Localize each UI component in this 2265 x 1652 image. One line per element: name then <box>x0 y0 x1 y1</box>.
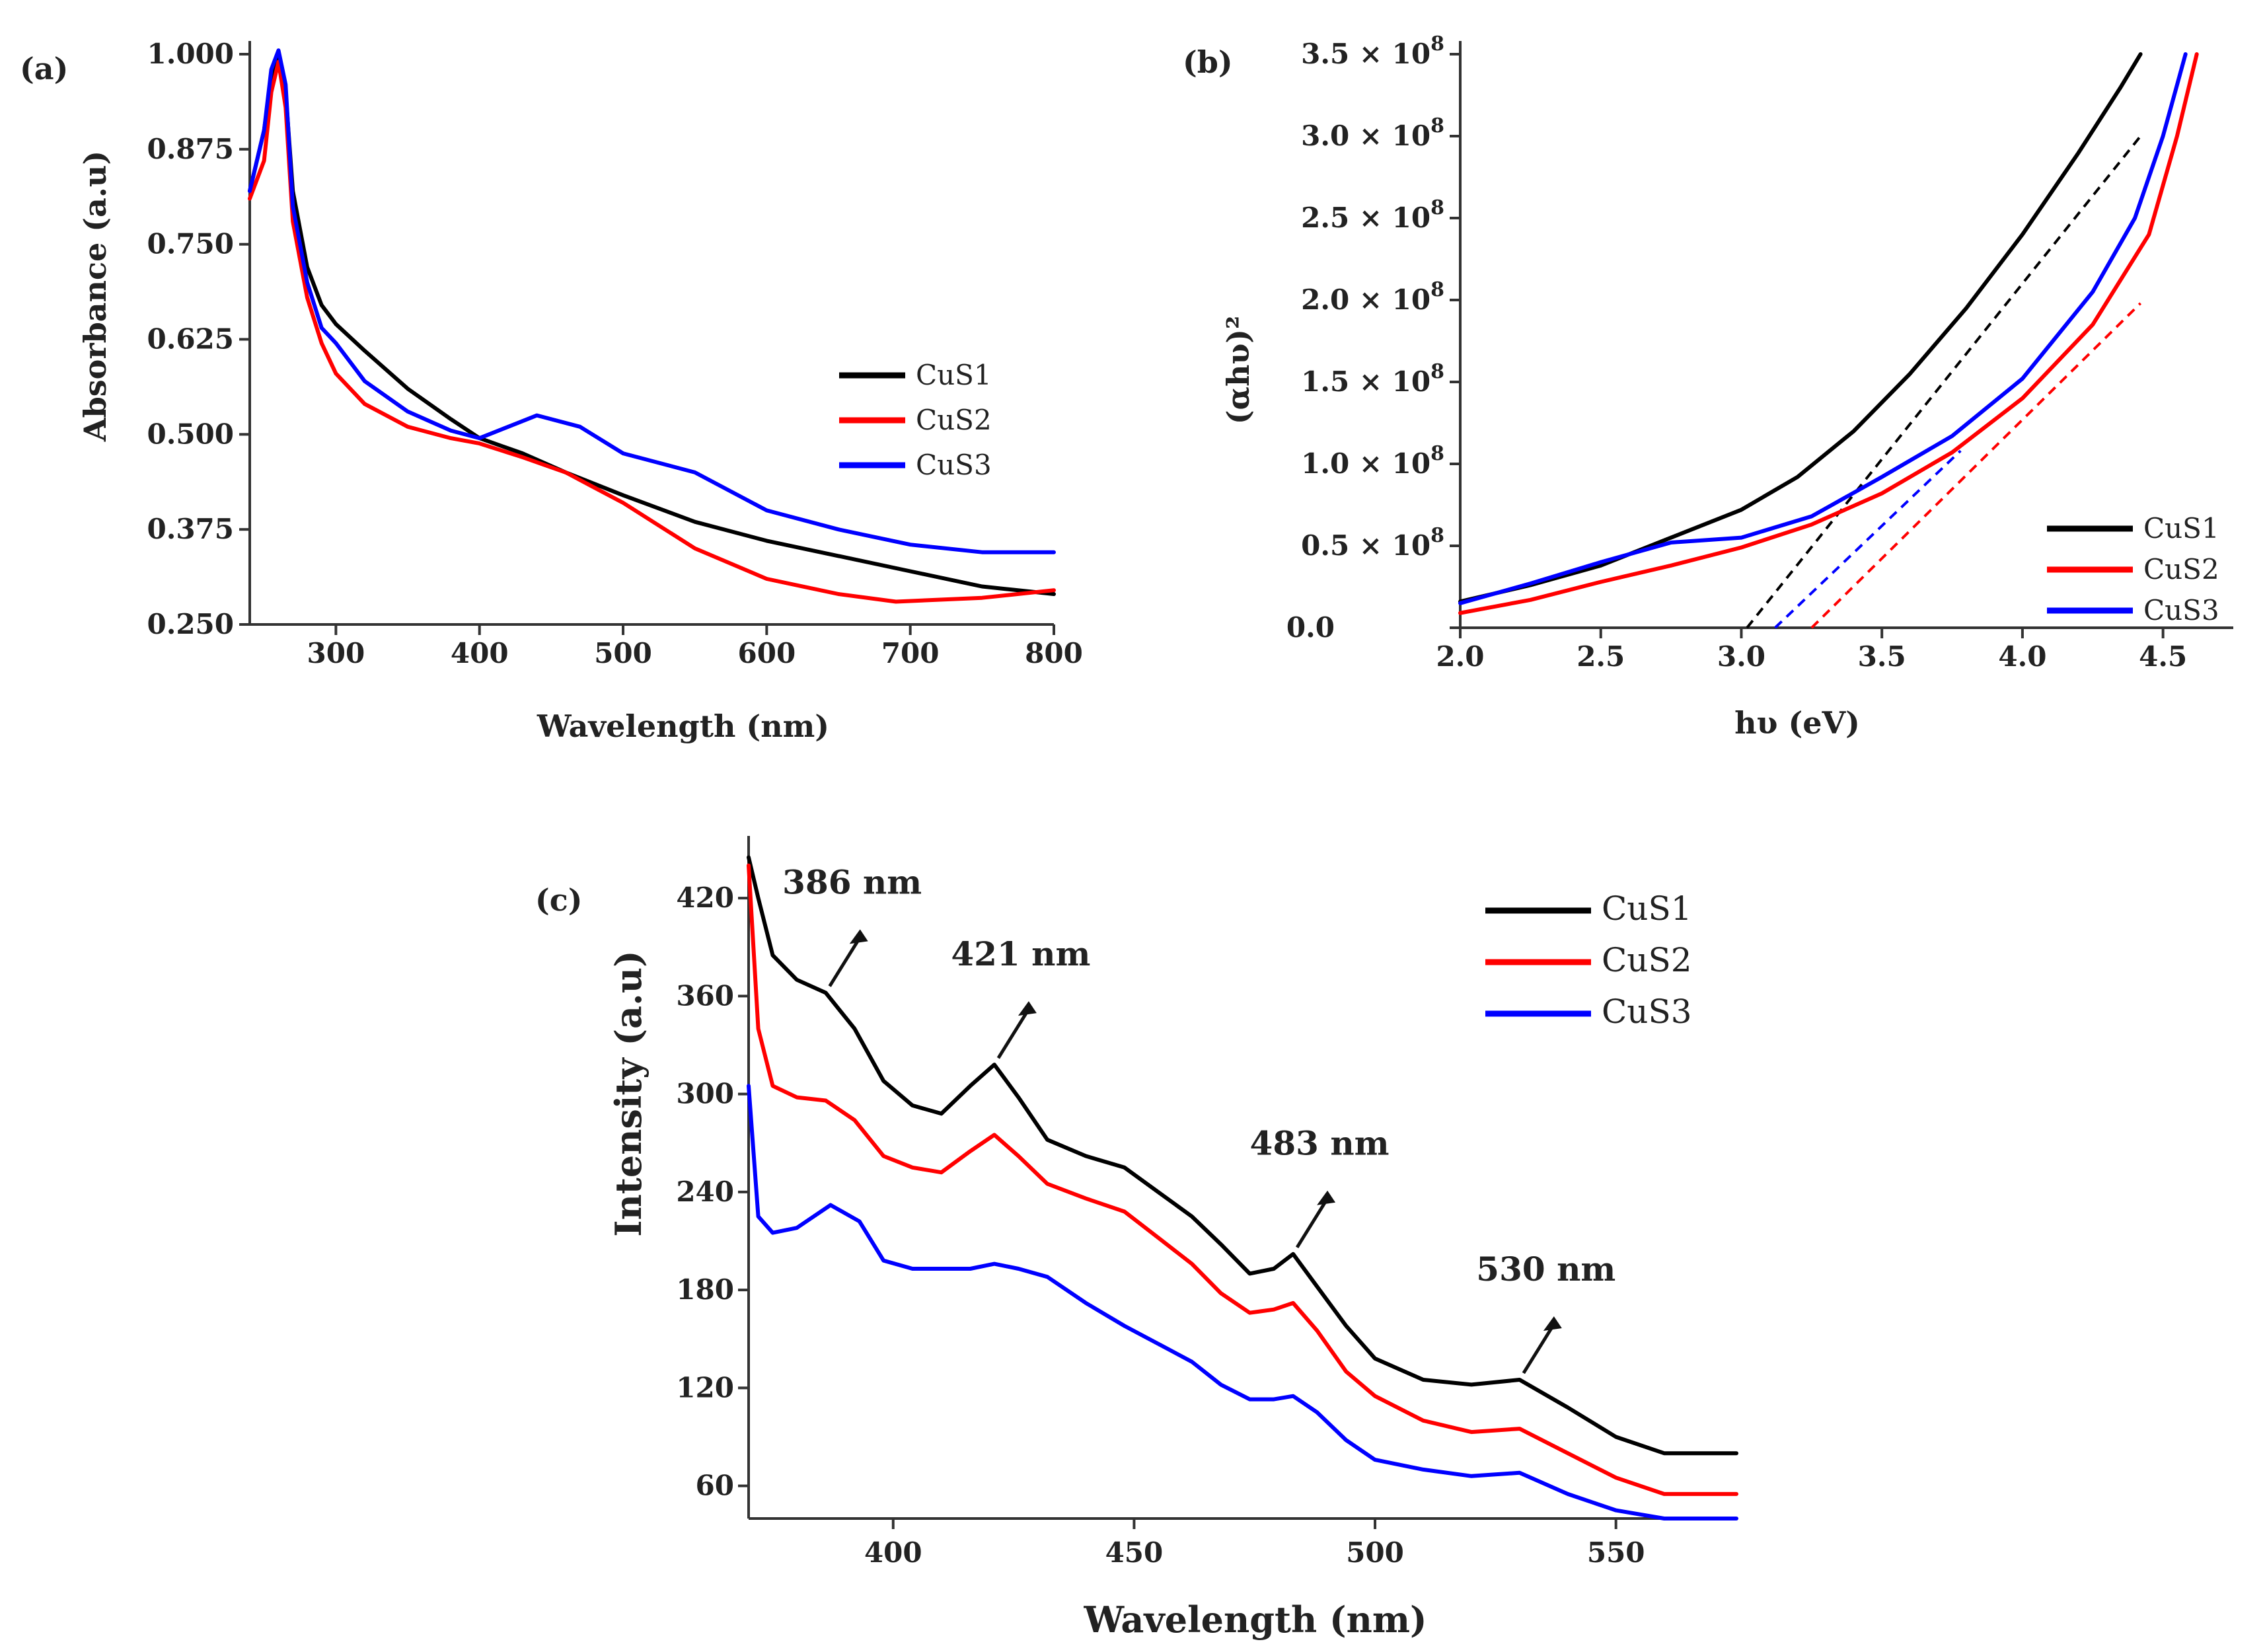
panel-a-x-tick-label: 300 <box>307 637 365 669</box>
panel-a-absorbance-chart: (a) Wavelength (nm) Absorbance (a.u) 300… <box>20 38 1083 744</box>
panel-b-y-tick-label: 2.5 × 108 <box>1301 196 1444 234</box>
panel-a-series-cus2 <box>248 59 1056 604</box>
panel-c-y-tick-label: 240 <box>676 1176 734 1208</box>
panel-c-peak-label: 386 nm <box>782 862 922 901</box>
panel-a-x-tick-label: 600 <box>738 637 796 669</box>
panel-c-y-tick-label: 420 <box>676 882 734 914</box>
panel-a-series-cus3 <box>248 48 1056 554</box>
panel-a-x-tick-label: 500 <box>594 637 652 669</box>
panel-c-annotation-arrow <box>1295 1197 1329 1249</box>
panel-a-legend-label-cus3: CuS3 <box>916 449 992 481</box>
panel-a-x-tick-label: 800 <box>1025 637 1083 669</box>
panel-b-x-tick-label: 2.5 <box>1577 640 1625 673</box>
panel-a-label: (a) <box>20 51 68 87</box>
panel-b-x-tick-label: 4.0 <box>1998 640 2046 673</box>
panel-b-y-tick-label: 1.5 × 108 <box>1301 360 1444 398</box>
panel-b-cus1-fit-line <box>1746 135 2142 629</box>
panel-c-legend-label-cus3: CuS3 <box>1602 993 1692 1031</box>
panel-c-series-cus1 <box>747 855 1738 1456</box>
panel-c-y-axis-title: Intensity (a.u) <box>607 950 650 1236</box>
panel-c-annotation-arrow <box>828 936 862 987</box>
panel-b-y-tick-label: 3.5 × 108 <box>1301 32 1444 70</box>
panel-c-x-tick-label: 550 <box>1587 1536 1645 1569</box>
panel-c-annotation-arrowhead <box>1543 1316 1562 1331</box>
panel-c-annotation-arrowhead <box>1018 1001 1037 1016</box>
panel-b-series-cus1 <box>1458 52 2143 604</box>
panel-c-y-tick-label: 180 <box>676 1273 734 1306</box>
panel-a-x-axis-title: Wavelength (nm) <box>537 708 829 744</box>
panel-b-x-axis-title: hυ (eV) <box>1734 705 1860 741</box>
panel-c-x-tick-label: 400 <box>864 1536 922 1569</box>
panel-a-x-tick-label: 400 <box>451 637 509 669</box>
panel-c-y-tick-label: 360 <box>676 979 734 1012</box>
panel-b-cus3-fit-line <box>1774 449 1962 629</box>
panel-c-x-tick-label: 450 <box>1105 1536 1164 1569</box>
panel-a-series-cus1 <box>248 52 1056 596</box>
panel-c-annotation-arrow <box>996 1008 1031 1059</box>
panel-a-y-axis-title: Absorbance (a.u) <box>77 151 113 442</box>
panel-b-legend-label-cus2: CuS2 <box>2143 553 2219 585</box>
panel-c-peak-label: 421 nm <box>951 934 1090 973</box>
panel-c-series-cus2 <box>747 863 1738 1496</box>
panel-b-x-tick-label: 2.0 <box>1436 640 1484 673</box>
panel-b-tauc-chart: (b) hυ (eV) (αhυ)² 2.0 2.5 3.0 3.5 4.0 4.5 0.0… <box>1183 32 2233 741</box>
panel-b-y-tick-label: 1.0 × 108 <box>1301 442 1444 480</box>
panel-a-y-tick-label: 0.750 <box>147 228 234 260</box>
panel-a-legend-label-cus2: CuS2 <box>916 404 992 436</box>
panel-c-peak-label: 530 nm <box>1476 1250 1615 1289</box>
panel-c-annotation-arrowhead <box>1317 1190 1336 1205</box>
panel-b-legend-label-cus1: CuS1 <box>2143 512 2219 544</box>
panel-b-y-axis-title: (αhυ)² <box>1220 316 1256 424</box>
panel-a-y-tick-label: 1.000 <box>147 38 234 70</box>
panel-a-x-tick-label: 700 <box>881 637 940 669</box>
panel-a-y-tick-label: 0.250 <box>147 608 234 640</box>
panel-c-annotation-arrow <box>1522 1323 1555 1374</box>
panel-b-cus2-fit-line <box>1810 302 2142 629</box>
panel-c-y-tick-label: 60 <box>696 1470 734 1502</box>
panel-b-y-tick-label: 2.0 × 108 <box>1301 278 1444 316</box>
panel-c-y-tick-label: 120 <box>676 1371 734 1404</box>
panel-b-x-tick-label: 3.5 <box>1858 640 1906 673</box>
panel-b-x-tick-label: 4.5 <box>2139 640 2187 673</box>
panel-c-pl-chart: (c) Wavelength (nm) Intensity (a.u) 400 4… <box>535 836 1738 1641</box>
panel-a-y-tick-label: 0.625 <box>147 323 234 356</box>
panel-c-plot-area: 400 450 500 550 60 120 180 240 300 360 420 386 nm 42… <box>676 836 1738 1569</box>
panel-b-label: (b) <box>1183 44 1233 80</box>
panel-b-y-tick-label: 3.0 × 108 <box>1301 114 1444 152</box>
panel-c-legend-label-cus1: CuS1 <box>1602 889 1692 928</box>
panel-a-y-tick-label: 0.500 <box>147 418 234 450</box>
panel-a-y-tick-label: 0.875 <box>147 133 234 165</box>
panel-b-x-tick-label: 3.0 <box>1717 640 1765 673</box>
panel-c-x-axis-title: Wavelength (nm) <box>1083 1598 1427 1641</box>
panel-a-y-tick-label: 0.375 <box>147 513 234 545</box>
panel-c-annotation-arrowhead <box>849 929 868 944</box>
panel-c-x-tick-label: 500 <box>1346 1536 1404 1569</box>
panel-b-y-tick-label: 0.5 × 108 <box>1301 524 1444 562</box>
panel-c-legend-label-cus2: CuS2 <box>1602 941 1692 979</box>
panel-a-legend-label-cus1: CuS1 <box>916 359 992 391</box>
panel-b-plot-area: 2.0 2.5 3.0 3.5 4.0 4.5 0.0 0.5 × 108 1.0 × 108 1… <box>1286 32 2233 673</box>
panel-b-series-cus2 <box>1458 52 2199 615</box>
panel-c-peak-label: 483 nm <box>1250 1124 1390 1163</box>
panel-b-series-cus3 <box>1458 52 2188 605</box>
panel-b-y-tick-label: 0.0 <box>1286 611 1335 644</box>
panel-a-plot-area: 300 400 500 600 700 800 0.250 0.375 0.500 0.625 0.… <box>147 38 1082 669</box>
panel-c-y-tick-label: 300 <box>676 1078 734 1110</box>
panel-c-series-cus3 <box>747 1084 1738 1521</box>
panel-c-label: (c) <box>535 882 583 918</box>
panel-b-legend-label-cus3: CuS3 <box>2143 594 2219 626</box>
